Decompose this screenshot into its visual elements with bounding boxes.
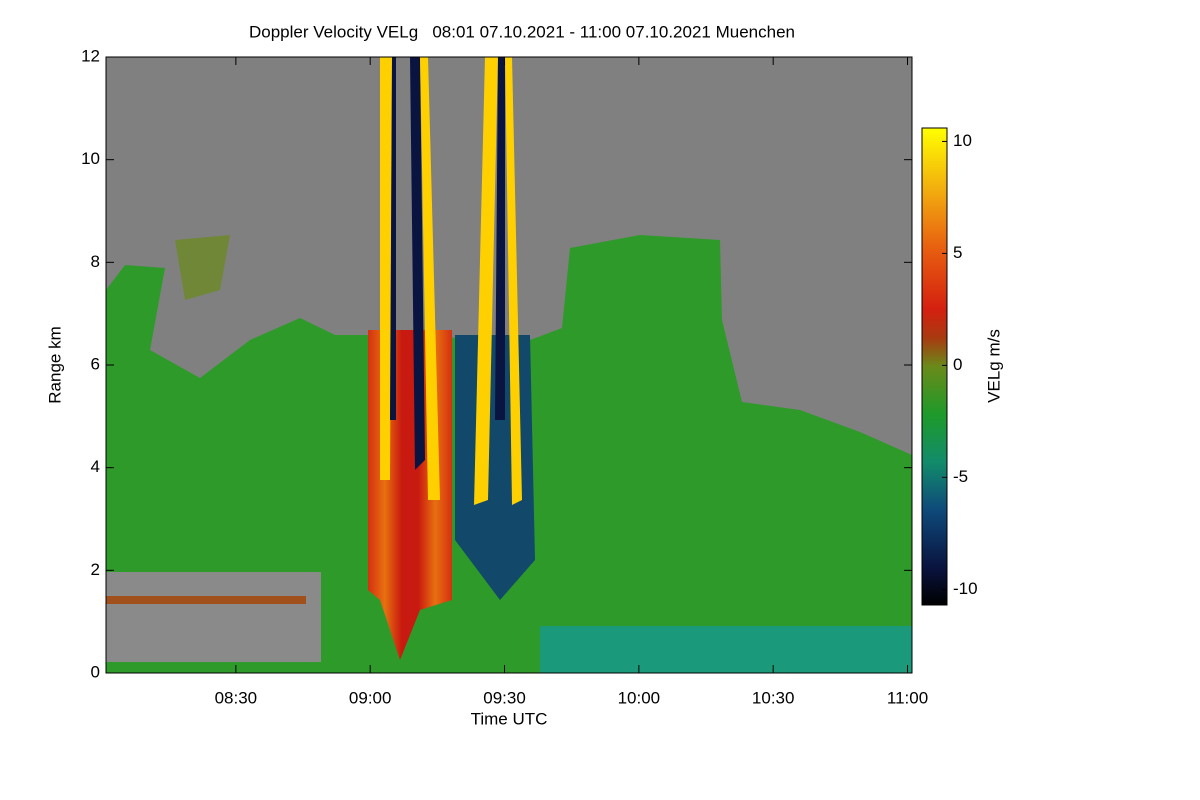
x-tick-label: 10:00 (618, 688, 661, 707)
plume (420, 57, 440, 500)
x-tick-label: 10:30 (752, 688, 795, 707)
plume (380, 57, 392, 480)
signal-area (540, 626, 912, 673)
y-tick-label: 6 (91, 354, 100, 373)
colorbar-tick-label: 10 (953, 131, 972, 150)
chart-title: Doppler Velocity VELg 08:01 07.10.2021 -… (249, 22, 795, 41)
plume (474, 57, 498, 505)
y-tick-label: 10 (81, 149, 100, 168)
x-tick-label: 11:00 (887, 688, 928, 707)
x-tick-label: 09:30 (483, 688, 526, 707)
colorbar (921, 127, 948, 606)
x-tick-label: 08:30 (215, 688, 258, 707)
plume (390, 57, 396, 420)
heatmap (106, 57, 912, 673)
plume (410, 57, 425, 470)
colorbar-label: VELg m/s (984, 329, 1003, 403)
signal-area (175, 235, 230, 300)
plume (505, 57, 522, 505)
y-tick-label: 2 (91, 560, 100, 579)
y-axis-label: Range km (45, 326, 64, 403)
colorbar-tick-label: -5 (953, 467, 968, 486)
y-tick-label: 4 (91, 457, 100, 476)
colorbar-tick-label: 0 (953, 355, 962, 374)
y-tick-label: 8 (91, 252, 100, 271)
colorbar-tick-label: -10 (953, 579, 978, 598)
no-signal-area (106, 572, 321, 662)
x-tick-label: 09:00 (349, 688, 392, 707)
y-tick-label: 12 (81, 46, 100, 65)
plume (495, 57, 505, 420)
x-axis-label: Time UTC (471, 709, 548, 728)
colorbar-tick-label: 5 (953, 243, 962, 262)
signal-area (106, 596, 306, 604)
axes: 0 2 4 6 8 10 12 08:30 09:00 09:30 10:00 10:30 11:00 -… (81, 46, 978, 707)
y-tick-label: 0 (91, 662, 100, 681)
